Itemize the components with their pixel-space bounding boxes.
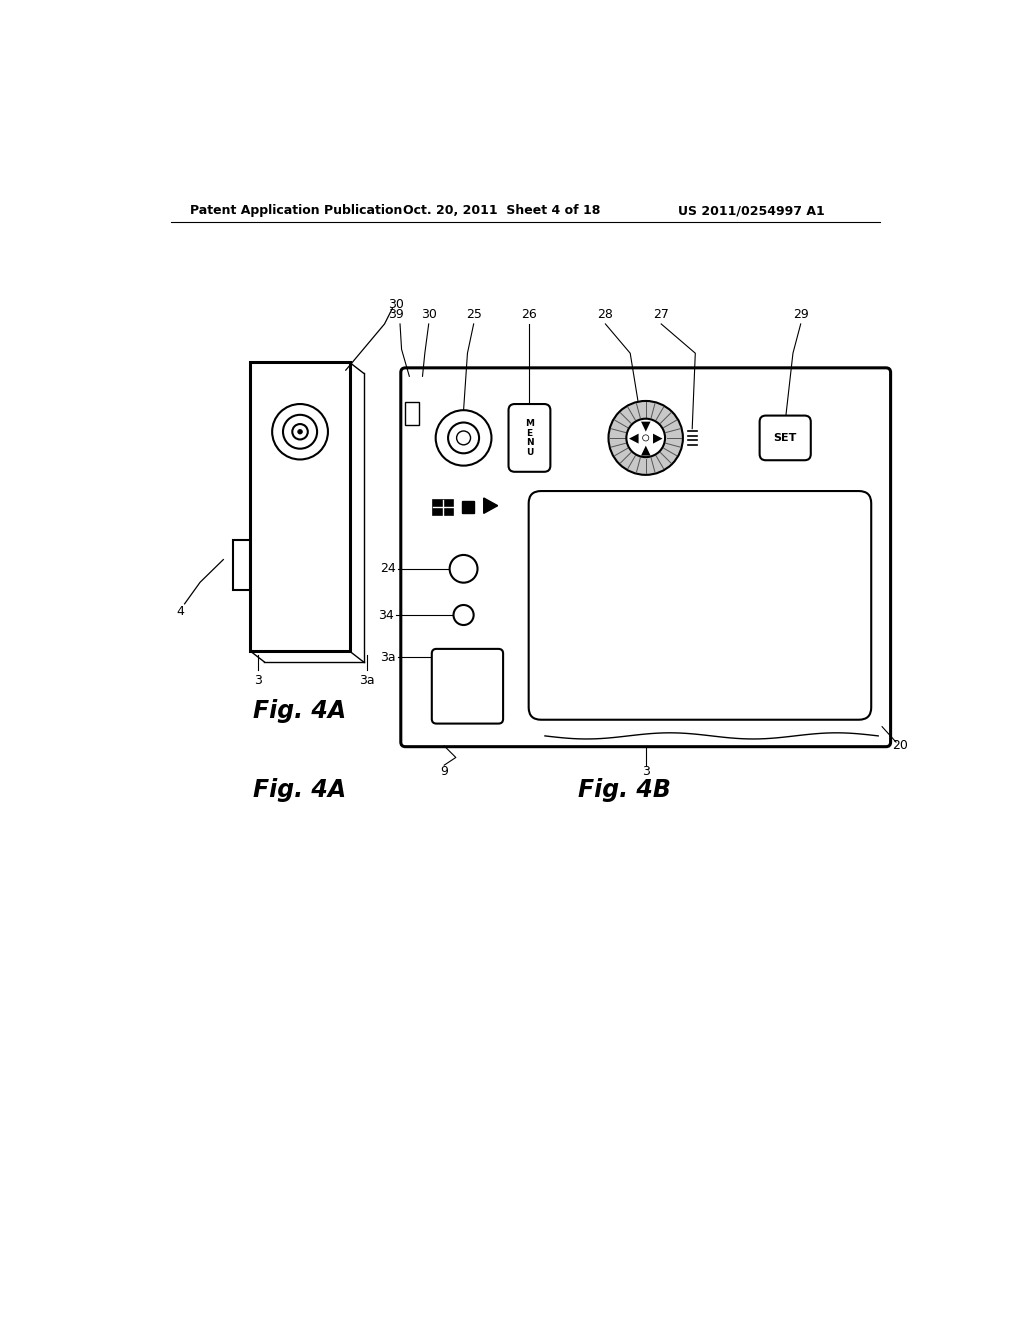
Bar [432,499,453,515]
FancyBboxPatch shape [400,368,891,747]
Text: 4: 4 [177,605,184,618]
Circle shape [457,432,471,445]
Circle shape [292,424,308,440]
Text: 24: 24 [380,562,395,576]
Text: 29: 29 [793,308,809,321]
Text: 30: 30 [388,298,404,312]
Text: 3: 3 [642,764,649,777]
Text: 30: 30 [421,308,436,321]
Text: Patent Application Publication: Patent Application Publication [190,205,402,218]
Text: ▶: ▶ [652,432,663,445]
Text: 26: 26 [521,308,538,321]
Bar [251,363,349,651]
Bar [462,502,474,513]
Text: 28: 28 [597,308,613,321]
Text: SET: SET [773,433,797,444]
Circle shape [627,418,665,457]
Text: 3: 3 [254,675,262,686]
Circle shape [435,411,492,466]
Text: ▲: ▲ [641,444,650,455]
Text: 3a: 3a [380,651,395,664]
Text: Fig. 4A: Fig. 4A [254,700,346,723]
Text: 34: 34 [378,609,394,622]
Text: 3a: 3a [358,675,375,686]
Circle shape [272,404,328,459]
Text: ◀: ◀ [630,432,639,445]
Bar [406,401,420,425]
FancyBboxPatch shape [760,416,811,461]
Circle shape [450,554,477,582]
Circle shape [454,605,474,626]
Circle shape [449,422,479,453]
Circle shape [608,401,683,475]
FancyBboxPatch shape [528,491,871,719]
FancyBboxPatch shape [432,649,503,723]
Text: 39: 39 [388,308,404,321]
Text: M
E
N
U: M E N U [525,418,534,457]
Circle shape [283,414,317,449]
Text: 20: 20 [892,739,908,752]
FancyBboxPatch shape [509,404,550,471]
Circle shape [643,434,649,441]
Text: ▼: ▼ [641,420,650,433]
Text: 25: 25 [466,308,481,321]
Text: 27: 27 [653,308,669,321]
Text: 9: 9 [440,764,449,777]
Text: US 2011/0254997 A1: US 2011/0254997 A1 [678,205,825,218]
Text: Oct. 20, 2011  Sheet 4 of 18: Oct. 20, 2011 Sheet 4 of 18 [403,205,600,218]
Text: Fig. 4A: Fig. 4A [254,777,346,801]
Circle shape [298,429,302,434]
Polygon shape [483,498,498,513]
Bar [233,540,251,590]
Text: Fig. 4B: Fig. 4B [578,777,671,801]
